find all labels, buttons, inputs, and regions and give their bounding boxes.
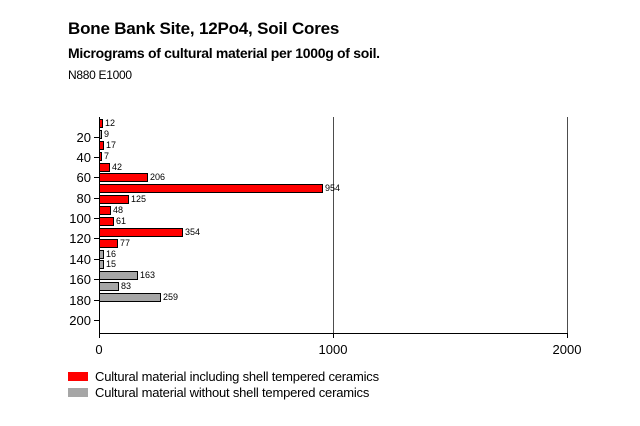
bar-value-label: 125 bbox=[131, 194, 147, 205]
y-axis-tick-mark bbox=[94, 319, 99, 321]
bar-value-label: 61 bbox=[116, 215, 127, 226]
bar-value-label: 83 bbox=[121, 281, 132, 292]
y-axis-tick-label: 140 bbox=[69, 251, 91, 267]
chart-title: Bone Bank Site, 12Po4, Soil Cores bbox=[68, 19, 340, 38]
bar-value-label: 77 bbox=[120, 237, 131, 248]
x-gridline-2000 bbox=[566, 117, 568, 333]
chart-legend: Cultural material including shell temper… bbox=[68, 368, 379, 400]
x-axis-tick-label: 2000 bbox=[552, 342, 582, 357]
y-axis-tick-label: 80 bbox=[76, 190, 91, 206]
y-axis-tick-label: 20 bbox=[76, 129, 91, 145]
legend-swatch-without bbox=[68, 387, 88, 397]
y-axis-tick-label: 160 bbox=[69, 272, 91, 288]
y-axis-tick-mark bbox=[94, 279, 99, 281]
x-gridline-1000 bbox=[332, 117, 334, 333]
bar-without bbox=[99, 129, 102, 139]
x-axis-tick-label: 0 bbox=[95, 342, 103, 357]
legend-swatch-including bbox=[68, 371, 88, 381]
y-axis-tick-mark bbox=[94, 299, 99, 301]
legend-label: Cultural material including shell temper… bbox=[95, 368, 379, 384]
bar-including bbox=[99, 162, 110, 172]
x-axis-line bbox=[99, 333, 568, 334]
bar-including bbox=[99, 184, 323, 194]
bar-including bbox=[99, 238, 118, 248]
bar-including bbox=[99, 195, 129, 205]
bar-value-label: 48 bbox=[113, 205, 124, 216]
chart-subtitle: Micrograms of cultural material per 1000… bbox=[68, 45, 380, 61]
x-axis-tick-label: 1000 bbox=[318, 342, 348, 357]
y-axis-tick-mark bbox=[94, 177, 99, 179]
x-axis-tick-mark bbox=[567, 333, 568, 338]
bar-value-label: 12 bbox=[105, 118, 116, 128]
legend-label: Cultural material without shell tempered… bbox=[95, 384, 370, 400]
grid-coordinate-label: N880 E1000 bbox=[68, 68, 132, 82]
y-axis-tick-mark bbox=[94, 157, 99, 159]
y-axis-tick-label: 60 bbox=[76, 170, 91, 186]
bar-value-label: 15 bbox=[106, 259, 117, 270]
y-axis-tick-label: 180 bbox=[69, 292, 91, 308]
y-axis-tick-label: 200 bbox=[69, 312, 91, 328]
y-axis-tick-label: 100 bbox=[69, 211, 91, 227]
bar-including bbox=[99, 173, 148, 183]
y-axis-tick-mark bbox=[94, 218, 99, 220]
y-axis-tick-label: 120 bbox=[69, 231, 91, 247]
bar-value-label: 354 bbox=[185, 226, 201, 237]
y-axis-tick-mark bbox=[94, 197, 99, 199]
bar-value-label: 163 bbox=[140, 270, 156, 281]
bar-value-label: 42 bbox=[112, 161, 123, 172]
y-axis-tick-mark bbox=[94, 136, 99, 138]
legend-item-including: Cultural material including shell temper… bbox=[68, 368, 379, 384]
legend-item-without: Cultural material without shell tempered… bbox=[68, 384, 379, 400]
y-axis-tick-mark bbox=[94, 258, 99, 260]
bar-value-label: 259 bbox=[163, 292, 179, 303]
x-axis-tick-mark bbox=[333, 333, 334, 338]
bar-value-label: 17 bbox=[106, 139, 117, 150]
bar-without bbox=[99, 249, 104, 259]
x-axis-tick-mark bbox=[99, 333, 100, 338]
bar-including bbox=[99, 119, 103, 128]
bar-value-label: 954 bbox=[325, 183, 341, 194]
bar-including bbox=[99, 216, 114, 226]
bar-including bbox=[99, 151, 102, 161]
bar-without bbox=[99, 282, 119, 292]
bar-without bbox=[99, 271, 138, 281]
bar-without bbox=[99, 293, 161, 303]
bar-including bbox=[99, 227, 183, 237]
y-axis-tick-label: 40 bbox=[76, 150, 91, 166]
bar-including bbox=[99, 206, 111, 216]
bar-including bbox=[99, 140, 104, 150]
bar-without bbox=[99, 260, 104, 270]
bar-value-label: 206 bbox=[150, 172, 166, 183]
bar-value-label: 7 bbox=[104, 150, 110, 161]
bar-value-label: 9 bbox=[104, 128, 110, 139]
y-axis-tick-mark bbox=[94, 238, 99, 240]
bar-value-label: 16 bbox=[106, 248, 117, 259]
